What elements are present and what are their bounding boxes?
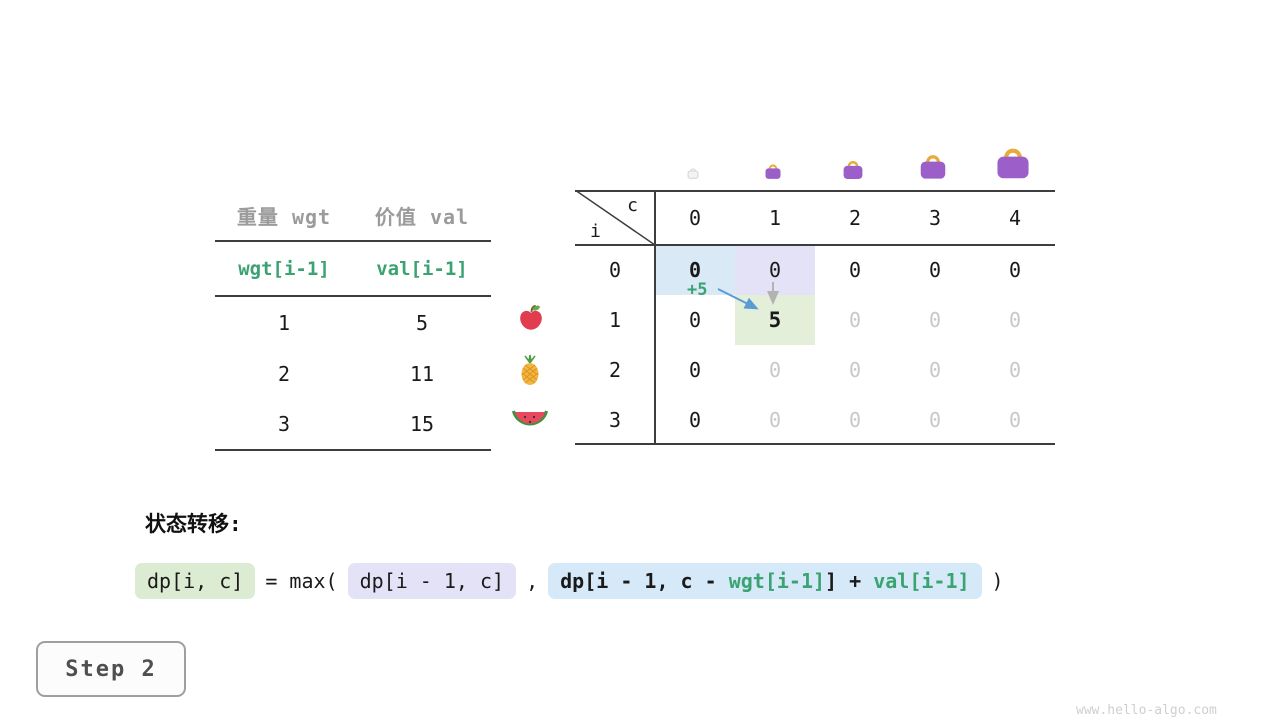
dp-current-term: dp[i, c] <box>135 563 256 599</box>
dp-col-header-3: 3 <box>928 205 942 230</box>
items-table-formula-row: wgt[i-1] val[i-1] <box>215 242 491 297</box>
bag-small-icon <box>763 161 783 184</box>
watermelon-icon <box>511 407 549 437</box>
item-3-weight: 3 <box>277 412 291 436</box>
item-row-2: 2 11 <box>215 348 491 399</box>
dp-cell-1-0: 0 <box>688 308 702 332</box>
site-watermark: www.hello-algo.com <box>1076 703 1217 718</box>
dp-cell-2-4: 0 <box>1008 358 1022 382</box>
dp-row-header-0: 0 <box>608 258 622 282</box>
val-formula-label: val[i-1] <box>376 257 468 280</box>
bag-medium-icon <box>840 157 866 184</box>
dp-col-header-0: 0 <box>688 205 702 230</box>
dp-table-top-rule <box>575 190 1055 192</box>
plus-value-annotation: +5 <box>687 280 708 300</box>
dp-cell-3-3: 0 <box>928 408 942 432</box>
weight-column-header: 重量 wgt <box>236 204 332 229</box>
dp-cell-1-2: 0 <box>848 308 862 332</box>
dp-row-header-2: 2 <box>608 358 622 382</box>
dp-cell-1-1: 5 <box>735 295 815 345</box>
dp-cell-0-4: 0 <box>1008 258 1022 282</box>
item-3-value: 15 <box>409 412 435 436</box>
dp-row-header-3: 3 <box>608 408 622 432</box>
bag-xlarge-icon <box>991 142 1035 184</box>
dp-col-header-2: 2 <box>848 205 862 230</box>
take-term-prefix: dp[i - 1, c - <box>560 569 729 593</box>
dp-row-header-1: 1 <box>608 308 622 332</box>
take-option-term: dp[i - 1, c - wgt[i-1]] + val[i-1] <box>548 563 982 599</box>
keep-option-term: dp[i - 1, c] <box>347 563 517 599</box>
dp-cell-1-4: 0 <box>1008 308 1022 332</box>
dp-cell-2-3: 0 <box>928 358 942 382</box>
item-2-value: 11 <box>409 361 435 386</box>
state-transition-formula: dp[i, c] = max( dp[i - 1, c] , dp[i - 1,… <box>135 560 1004 602</box>
dp-cell-3-4: 0 <box>1008 408 1022 432</box>
dp-col-header-1: 1 <box>768 205 782 230</box>
capacity-axis-label: c <box>627 195 638 216</box>
bag-ghost-icon <box>686 165 700 184</box>
dp-table-vertical-rule <box>654 190 656 445</box>
dp-cell-2-0: 0 <box>688 358 702 382</box>
dp-matrix: c i 0 1 2 3 4 0 0 0 0 0 0 1 0 5 0 0 0 2 … <box>575 190 1055 445</box>
item-2-weight: 2 <box>277 361 291 386</box>
equals-max-text: = max( <box>265 569 338 593</box>
item-axis-label: i <box>590 221 601 242</box>
dp-corner-cell: c i <box>575 190 655 245</box>
dp-grid: c i 0 1 2 3 4 0 0 0 0 0 0 1 0 5 0 0 0 2 … <box>575 190 1055 445</box>
comma-text: , <box>526 569 539 593</box>
dp-cell-3-2: 0 <box>848 408 862 432</box>
dp-table-header-rule <box>575 244 1055 246</box>
close-paren-text: ) <box>991 569 1004 593</box>
dp-table-bottom-rule <box>575 443 1055 445</box>
dp-cell-3-0: 0 <box>688 408 702 432</box>
dp-cell-2-2: 0 <box>848 358 862 382</box>
pineapple-icon <box>515 354 545 390</box>
step-indicator[interactable]: Step 2 <box>36 641 186 697</box>
take-term-mid: ] + <box>825 569 874 593</box>
state-transition-title: 状态转移: <box>145 512 242 536</box>
take-term-val: val[i-1] <box>873 569 970 593</box>
dp-cell-2-1: 0 <box>768 358 782 382</box>
dp-cell-0-1: 0 <box>735 245 815 295</box>
items-table-header: 重量 wgt 价值 val <box>215 190 491 242</box>
item-row-3: 3 15 <box>215 399 491 451</box>
wgt-formula-label: wgt[i-1] <box>238 257 330 280</box>
value-column-header: 价值 val <box>374 204 470 229</box>
take-term-wgt: wgt[i-1] <box>728 569 826 593</box>
dp-cell-1-3: 0 <box>928 308 942 332</box>
bag-large-icon <box>916 150 950 184</box>
dp-cell-0-3: 0 <box>928 258 942 282</box>
dp-cell-3-1: 0 <box>768 408 782 432</box>
item-1-value: 5 <box>415 310 429 335</box>
dp-cell-0-2: 0 <box>848 258 862 282</box>
knapsack-items-table: 重量 wgt 价值 val wgt[i-1] val[i-1] 1 5 2 11… <box>215 190 491 451</box>
dp-col-header-4: 4 <box>1008 205 1022 230</box>
item-1-weight: 1 <box>277 310 291 335</box>
item-row-1: 1 5 <box>215 297 491 348</box>
dp-cell-0-0: 0 <box>655 245 735 295</box>
apple-icon <box>516 303 546 337</box>
